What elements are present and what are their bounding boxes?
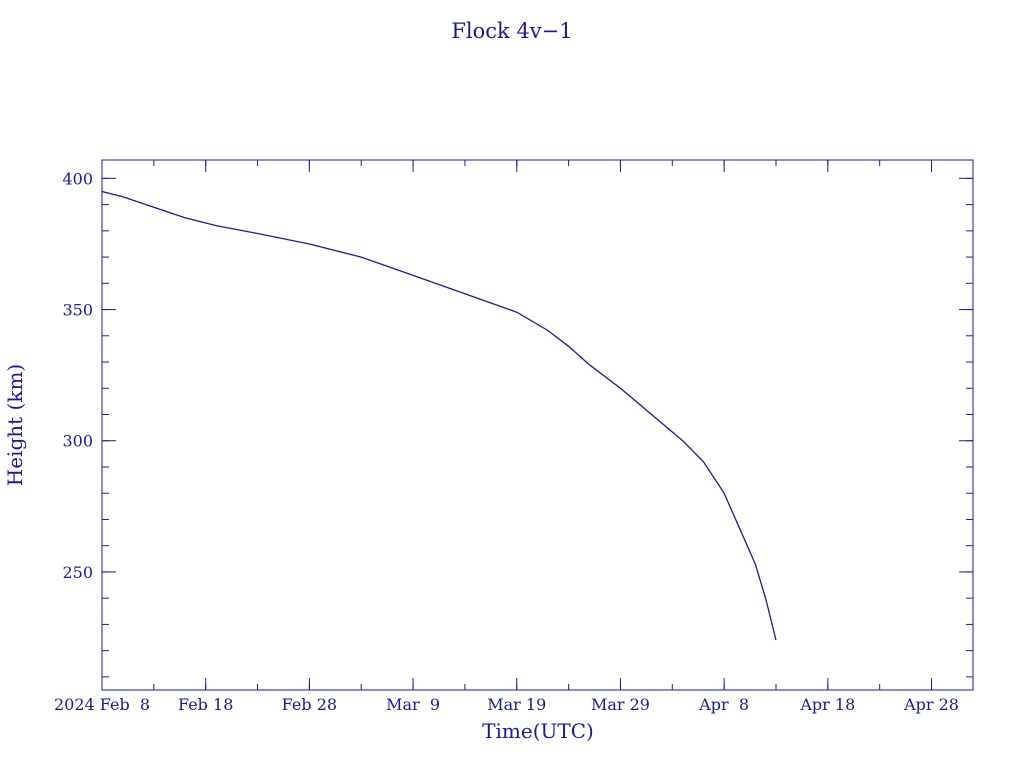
y-tick-label: 300 <box>62 432 93 451</box>
plot-area <box>101 159 974 691</box>
y-tick-label: 250 <box>62 563 93 582</box>
x-tick-labels: 2024 Feb 8 Feb 18 Feb 28 Mar 9 Mar 19 Mar 29 A… <box>54 695 959 714</box>
x-tick-label: Apr 28 <box>903 695 959 714</box>
y-tick-label: 350 <box>62 301 93 320</box>
x-tick-label: Feb 28 <box>282 695 337 714</box>
axis-ticks <box>101 160 973 690</box>
x-tick-label: Mar 9 <box>386 695 440 714</box>
x-tick-label: Mar 29 <box>591 695 650 714</box>
x-tick-label: Mar 19 <box>487 695 546 714</box>
x-tick-label: Apr 8 <box>698 695 749 714</box>
chart-title: Flock 4v−1 <box>451 19 572 43</box>
x-tick-label: Apr 18 <box>799 695 855 714</box>
x-tick-label: Feb 18 <box>178 695 233 714</box>
x-axis-label: Time(UTC) <box>482 719 594 743</box>
y-tick-label: 400 <box>62 169 93 188</box>
y-tick-labels: 250 300 350 400 <box>62 169 93 582</box>
y-axis-label: Height (km) <box>3 364 27 486</box>
x-tick-label: 2024 Feb 8 <box>54 695 150 714</box>
height-series-line <box>101 190 777 641</box>
